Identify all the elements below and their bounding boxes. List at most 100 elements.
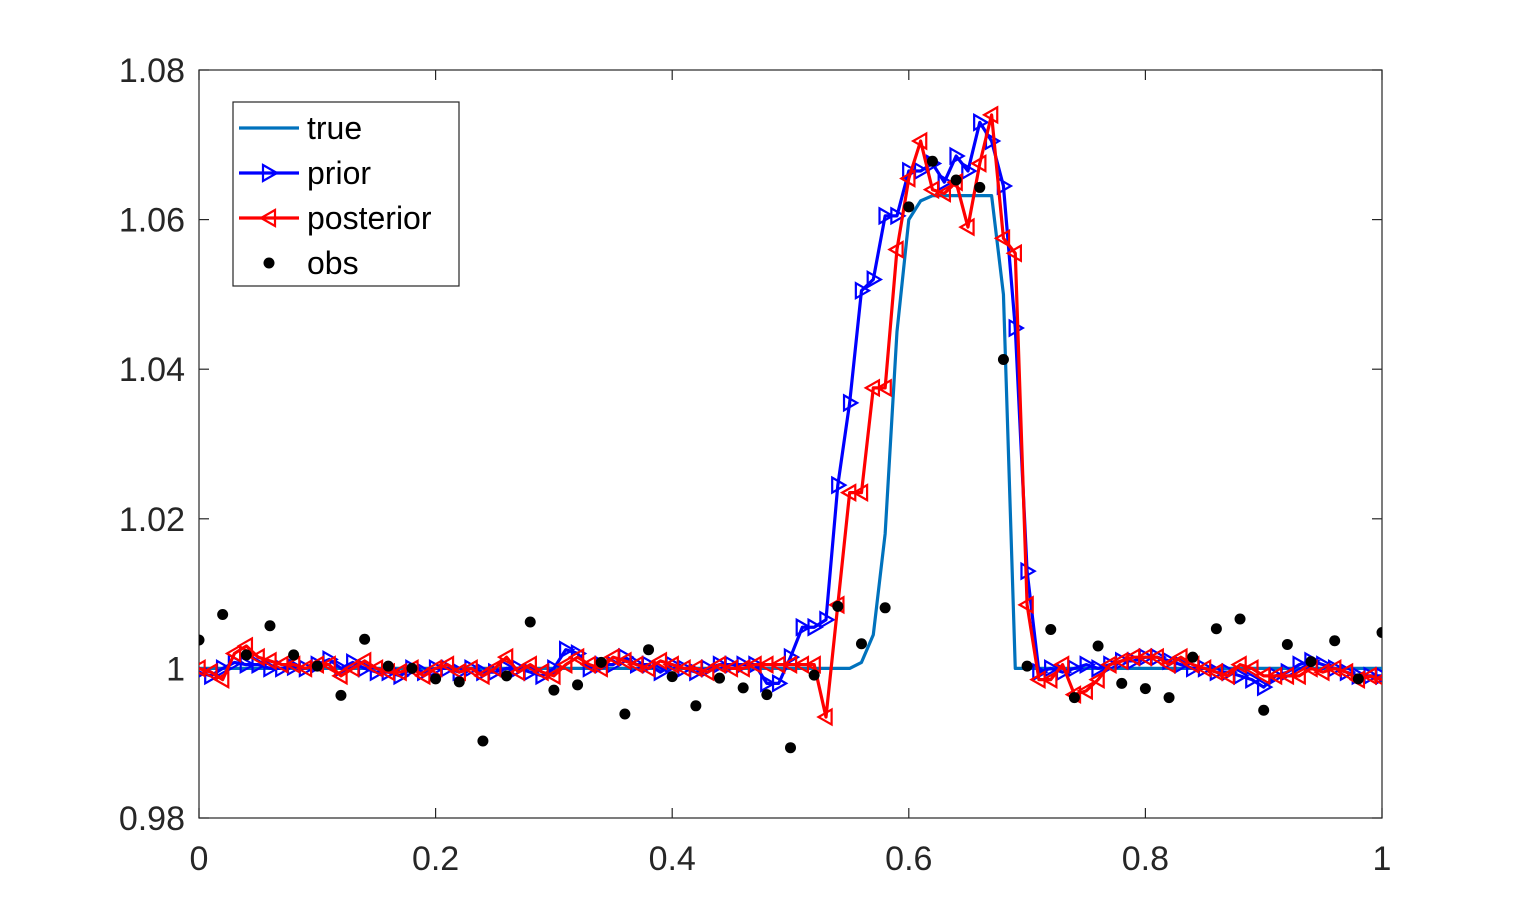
data-point-posterior (461, 659, 478, 678)
data-point-posterior (1313, 662, 1330, 682)
data-point-posterior (567, 647, 585, 667)
data-point-posterior (199, 659, 206, 678)
data-point-obs (311, 660, 323, 672)
data-point-prior (973, 112, 990, 132)
data-point-posterior (1218, 666, 1235, 686)
data-point-prior (949, 146, 966, 166)
data-point-posterior (899, 169, 916, 188)
data-point-posterior (556, 655, 573, 675)
data-point-posterior (390, 662, 407, 682)
data-point-posterior (437, 655, 455, 675)
data-point-obs (1092, 640, 1104, 652)
data-point-posterior (212, 670, 230, 690)
data-point-posterior (709, 655, 727, 675)
legend-label-prior: prior (307, 155, 371, 191)
data-point-obs (288, 649, 300, 661)
data-point-prior (1044, 659, 1061, 678)
data-point-posterior (910, 131, 928, 151)
data-point-posterior (201, 662, 218, 682)
data-point-obs (1116, 677, 1128, 689)
data-point-posterior (354, 651, 372, 671)
data-point-posterior (697, 662, 715, 682)
data-point-posterior (508, 662, 526, 682)
data-point-posterior (283, 655, 301, 675)
data-point-posterior (224, 644, 242, 663)
legend-label-posterior: posterior (307, 200, 432, 236)
data-point-obs (926, 155, 938, 167)
data-point-prior (807, 617, 824, 637)
data-point-obs (1045, 624, 1057, 636)
data-point-posterior (1076, 681, 1093, 701)
data-point-obs (382, 660, 394, 672)
data-point-prior (1245, 670, 1262, 690)
data-point-obs (240, 649, 252, 661)
data-point-obs (1352, 673, 1364, 685)
legend-swatch-marker-posterior (258, 208, 277, 228)
data-point-obs (997, 353, 1009, 365)
data-point-posterior (319, 655, 336, 675)
data-point-posterior (1088, 670, 1105, 690)
data-point-posterior (1242, 659, 1259, 678)
data-point-posterior (1147, 647, 1164, 667)
data-point-obs (548, 684, 560, 696)
legend-swatch-marker-obs (263, 257, 275, 269)
data-point-posterior (496, 647, 514, 667)
series-line-posterior (199, 113, 1382, 719)
data-point-prior (795, 617, 813, 637)
data-point-posterior (875, 378, 892, 398)
data-point-posterior (1159, 655, 1176, 675)
data-point-obs (501, 670, 513, 682)
data-point-obs (359, 633, 371, 645)
data-point-posterior (662, 655, 679, 675)
data-point-prior (831, 475, 848, 495)
data-point-prior (961, 161, 978, 181)
data-point-posterior (1041, 670, 1058, 690)
data-point-posterior (295, 659, 313, 678)
data-point-prior (854, 281, 872, 301)
data-point-obs (690, 700, 702, 712)
data-point-obs (1021, 660, 1033, 672)
data-point-posterior (248, 647, 265, 667)
data-point-posterior (260, 651, 277, 671)
data-point-posterior (425, 659, 443, 678)
data-point-posterior (1171, 647, 1188, 667)
data-point-prior (866, 270, 884, 289)
data-point-posterior (1005, 243, 1022, 263)
data-point-obs (430, 673, 442, 685)
data-point-posterior (1052, 655, 1070, 675)
data-point-obs (832, 600, 844, 612)
data-point-posterior (887, 240, 904, 259)
data-point-prior (760, 673, 777, 693)
data-point-posterior (958, 217, 975, 237)
data-point-prior (559, 640, 576, 660)
series-obs (199, 155, 1382, 754)
data-point-posterior (579, 655, 597, 675)
data-point-obs (477, 735, 489, 747)
data-point-obs (1163, 692, 1175, 704)
data-point-posterior (544, 666, 561, 686)
data-point-posterior (1360, 666, 1377, 686)
data-point-posterior (1194, 659, 1212, 678)
data-point-posterior (1112, 651, 1129, 671)
data-point-obs (335, 689, 347, 701)
data-point-prior (878, 206, 895, 226)
data-point-obs (950, 174, 962, 186)
data-point-posterior (1206, 662, 1224, 682)
data-point-posterior (851, 483, 869, 503)
data-point-posterior (970, 154, 987, 173)
x-tick-label: 0.4 (649, 840, 696, 878)
series-layer (199, 105, 1382, 754)
data-point-prior (842, 393, 860, 413)
data-point-obs (974, 181, 986, 193)
data-point-posterior (615, 651, 632, 671)
data-point-posterior (366, 659, 384, 678)
data-point-obs (855, 638, 867, 650)
data-point-prior (1292, 655, 1309, 675)
data-point-posterior (1100, 655, 1117, 675)
data-point-posterior (993, 228, 1011, 248)
data-point-posterior (485, 659, 502, 678)
data-point-posterior (449, 662, 466, 682)
data-point-obs (217, 609, 229, 621)
data-point-prior (1020, 561, 1037, 581)
data-point-obs (737, 682, 749, 694)
